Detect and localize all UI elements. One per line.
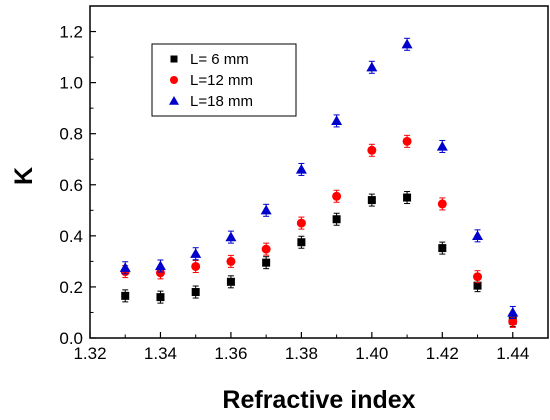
x-tick-label: 1.42 <box>426 344 459 363</box>
l-12-mm-point <box>403 137 412 146</box>
l-12-mm-point <box>191 262 200 271</box>
l-18-mm-point <box>437 141 448 151</box>
l-6-mm-point <box>227 278 235 286</box>
l-18-mm-point <box>261 205 272 215</box>
l-18-mm-point <box>296 164 307 174</box>
x-tick-label: 1.44 <box>496 344 529 363</box>
y-tick-label: 1.0 <box>59 74 83 93</box>
l-18-mm-point <box>155 260 166 270</box>
legend-marker-l-12-mm <box>170 76 178 84</box>
y-tick-label: 0.0 <box>59 329 83 348</box>
l-18-mm-point <box>331 115 342 125</box>
x-tick-label: 1.38 <box>285 344 318 363</box>
legend-marker-l-6-mm <box>171 56 178 63</box>
y-tick-label: 0.2 <box>59 278 83 297</box>
l-12-mm-point <box>226 257 235 266</box>
l-6-mm-point <box>368 196 376 204</box>
x-tick-label: 1.36 <box>214 344 247 363</box>
y-tick-label: 0.6 <box>59 176 83 195</box>
l-12-mm-point <box>473 272 482 281</box>
y-tick-label: 0.4 <box>59 227 83 246</box>
l-6-mm-point <box>403 194 411 202</box>
l-18-mm-point <box>190 248 201 258</box>
l-12-mm-point <box>332 192 341 201</box>
x-tick-label: 1.34 <box>144 344 177 363</box>
y-tick-label: 1.2 <box>59 23 83 42</box>
legend-label-l-6-mm: L= 6 mm <box>190 51 249 68</box>
l-18-mm-point <box>472 230 483 240</box>
y-tick-label: 0.8 <box>59 125 83 144</box>
y-axis-title: K <box>10 167 38 185</box>
l-18-mm-point <box>120 262 131 272</box>
l-6-mm-point <box>192 288 200 296</box>
x-axis-title: Refractive index <box>222 386 415 414</box>
legend-label-l-18-mm: L=18 mm <box>190 93 253 110</box>
l-18-mm-point <box>366 62 377 72</box>
l-18-mm-point <box>402 39 413 49</box>
l-6-mm-point <box>297 238 305 246</box>
l-6-mm-point <box>156 293 164 301</box>
legend-label-l-12-mm: L=12 mm <box>190 72 253 89</box>
l-12-mm-point <box>438 199 447 208</box>
l-6-mm-point <box>438 244 446 252</box>
l-6-mm-point <box>121 292 129 300</box>
l-6-mm-point <box>333 215 341 223</box>
l-12-mm-point <box>262 245 271 254</box>
l-6-mm-point <box>262 259 270 267</box>
l-12-mm-point <box>367 146 376 155</box>
x-tick-label: 1.40 <box>355 344 388 363</box>
l-12-mm-point <box>297 219 306 228</box>
l-18-mm-point <box>225 232 236 242</box>
l-18-mm-point <box>507 307 518 317</box>
